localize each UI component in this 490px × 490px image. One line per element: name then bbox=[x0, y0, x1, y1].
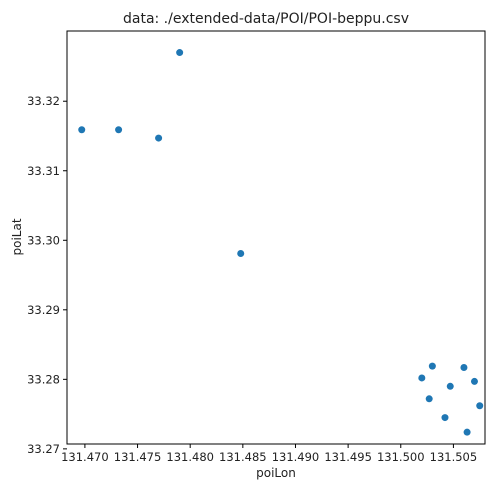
plot-area bbox=[67, 31, 485, 444]
data-point bbox=[470, 377, 478, 385]
x-tick-label: 131.485 bbox=[219, 450, 267, 464]
y-tick-label: 33.27 bbox=[27, 442, 60, 456]
data-point bbox=[418, 374, 426, 382]
data-point bbox=[428, 362, 436, 370]
data-point bbox=[446, 382, 454, 390]
data-point bbox=[155, 134, 163, 142]
y-tick-label: 33.29 bbox=[27, 303, 60, 317]
data-point bbox=[237, 249, 245, 257]
x-tick-label: 131.505 bbox=[430, 450, 478, 464]
y-tick-label: 33.30 bbox=[27, 233, 60, 247]
x-tick-label: 131.470 bbox=[61, 450, 109, 464]
data-point bbox=[441, 414, 449, 422]
data-point bbox=[476, 402, 484, 410]
y-tick-label: 33.31 bbox=[27, 164, 60, 178]
y-axis-label: poiLat bbox=[10, 218, 24, 255]
data-point bbox=[460, 364, 468, 372]
data-point bbox=[78, 126, 86, 134]
x-tick-label: 131.490 bbox=[272, 450, 320, 464]
x-axis-label: poiLon bbox=[256, 466, 296, 480]
data-points bbox=[78, 49, 484, 436]
x-tick-label: 131.475 bbox=[114, 450, 162, 464]
y-tick-label: 33.32 bbox=[27, 94, 60, 108]
axes-frame bbox=[66, 30, 486, 445]
chart-title: data: ./extended-data/POI/POI-beppu.csv bbox=[123, 11, 409, 27]
data-point bbox=[115, 126, 123, 134]
y-tick-label: 33.28 bbox=[27, 372, 60, 386]
data-point bbox=[425, 395, 433, 403]
x-tick-label: 131.480 bbox=[166, 450, 214, 464]
axis-ticks: 131.470 131.475 131.480 131.485 131.490 131.4… bbox=[27, 94, 477, 464]
data-point bbox=[463, 428, 471, 436]
data-point bbox=[176, 49, 184, 57]
x-tick-label: 131.495 bbox=[324, 450, 372, 464]
x-tick-label: 131.500 bbox=[377, 450, 425, 464]
